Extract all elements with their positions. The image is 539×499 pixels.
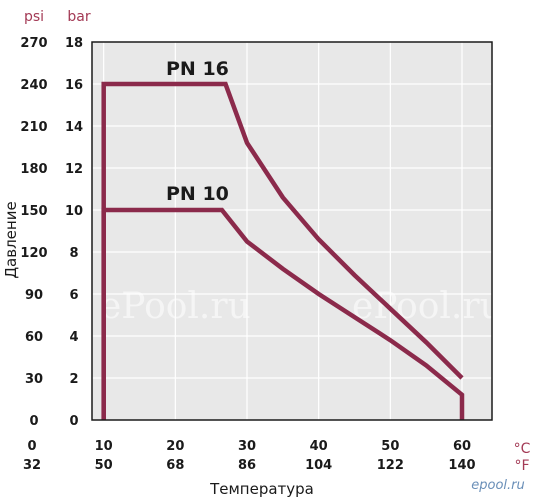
y-tick-psi: 270: [20, 36, 47, 51]
x-tick-f: 140: [448, 458, 475, 473]
plot-background: [92, 42, 492, 420]
y-tick-labels: 0 0 30 2 60 4 90 6 120 8 150 10 180 12 210 14 240 16 270 18: [20, 36, 83, 429]
watermarks: ePool.ru .ru ePool.ru: [0, 286, 503, 327]
x-tick-c: 50: [381, 439, 399, 454]
y-tick-bar: 14: [65, 120, 83, 135]
x-tick-f: 122: [377, 458, 404, 473]
y-tick-bar: 2: [69, 372, 78, 387]
x-tick-c: 20: [166, 439, 184, 454]
x-tick-f: 50: [95, 458, 113, 473]
x-tick-c: 40: [310, 439, 328, 454]
series-curves: [101, 81, 465, 420]
x-tick-c: 30: [238, 439, 256, 454]
y-tick-bar: 4: [69, 330, 78, 345]
series-line-pn16: [101, 81, 464, 420]
y-unit-primary: bar: [67, 9, 90, 25]
plot-frame: [91, 41, 493, 421]
y-tick-psi: 210: [20, 120, 47, 135]
y-tick-bar: 10: [65, 204, 83, 219]
epool-logo: epool.ru: [471, 478, 525, 493]
y-axis-title: Давление: [2, 201, 20, 278]
x-tick-labels: 0 32 10 50 20 68 30 86 40 104 50 122 60 140: [23, 439, 476, 473]
watermark-text: .ru: [0, 286, 30, 327]
x-tick-c: 0: [27, 439, 36, 454]
watermark-text: ePool.ru: [352, 286, 503, 327]
y-tick-bar: 12: [65, 162, 83, 177]
y-tick-psi: 30: [25, 372, 43, 387]
series-label-pn10: PN 10: [166, 183, 229, 205]
y-tick-psi: 180: [20, 162, 47, 177]
series-line-pn10: [101, 207, 465, 420]
x-tick-f: 32: [23, 458, 41, 473]
x-unit-secondary: °F: [514, 458, 529, 474]
x-tick-f: 104: [305, 458, 332, 473]
x-tick-f: 68: [166, 458, 184, 473]
y-tick-bar: 0: [69, 414, 78, 429]
y-tick-psi: 150: [20, 204, 47, 219]
y-unit-secondary: psi: [24, 9, 44, 25]
watermark-text: ePool.ru: [100, 286, 251, 327]
y-tick-bar: 8: [69, 246, 78, 261]
y-tick-psi: 60: [25, 330, 43, 345]
y-tick-bar: 18: [65, 36, 83, 51]
x-tick-c: 10: [95, 439, 113, 454]
y-tick-bar: 16: [65, 78, 83, 93]
y-tick-psi: 120: [20, 246, 47, 261]
y-tick-psi: 240: [20, 78, 47, 93]
x-axis-title: Температура: [209, 480, 314, 498]
y-tick-psi: 0: [29, 414, 38, 429]
x-tick-c: 60: [453, 439, 471, 454]
y-tick-psi: 90: [25, 288, 43, 303]
series-label-pn16: PN 16: [166, 58, 229, 80]
x-tick-f: 86: [238, 458, 256, 473]
y-tick-bar: 6: [69, 288, 78, 303]
x-unit-primary: °C: [514, 441, 531, 457]
